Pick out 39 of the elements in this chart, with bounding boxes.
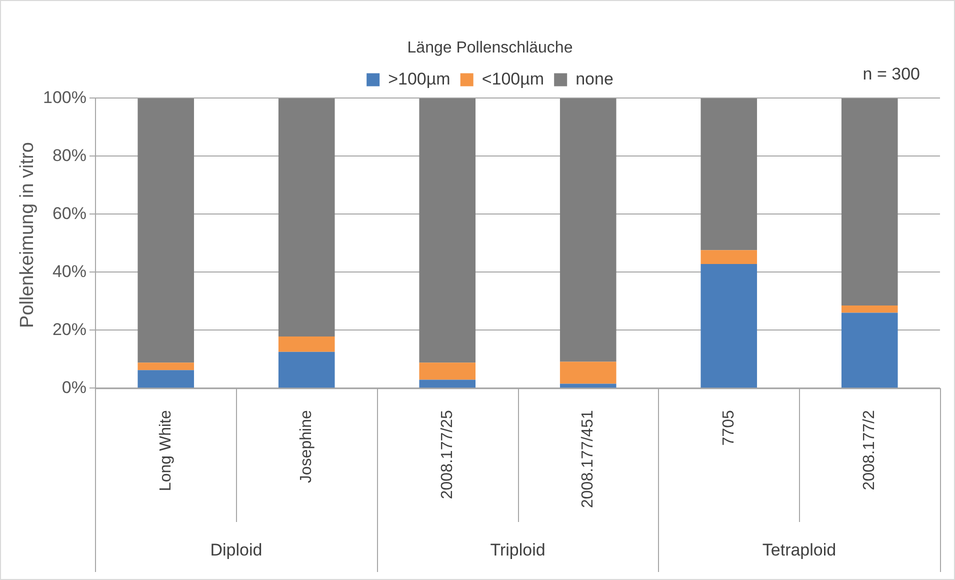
bar (138, 370, 194, 388)
y-tick-label: 100% (42, 88, 86, 107)
bar (841, 305, 898, 313)
x-tick-label: 2008.177/25 (438, 410, 456, 500)
y-tick-label: 80% (52, 146, 86, 165)
y-tick-label: 40% (52, 262, 86, 281)
y-tick-label: 60% (52, 204, 86, 223)
bar (560, 98, 616, 362)
y-tick-label: 0% (62, 378, 86, 397)
bar (841, 312, 898, 388)
bar (700, 98, 758, 250)
bar (700, 250, 758, 264)
x-tick-label: 7705 (720, 410, 738, 446)
legend-label: none (576, 69, 614, 88)
bar (278, 352, 335, 388)
bar (278, 336, 335, 352)
bar (278, 98, 335, 337)
bar (138, 362, 194, 370)
bar (841, 98, 898, 306)
legend-label: >100µm (388, 69, 450, 88)
x-tick-label: 2008.177/451 (580, 410, 597, 508)
bar (419, 380, 476, 388)
y-axis-title: Pollenkeimung in vitro (17, 142, 39, 328)
bar (138, 98, 194, 363)
legend-label: <100µm (482, 69, 544, 88)
bar (419, 362, 476, 380)
bar (560, 362, 616, 384)
x-tick-label: Josephine (298, 410, 316, 484)
y-tick-label: 20% (52, 320, 86, 339)
bar (419, 98, 476, 363)
x-tick-label: 2008.177/2 (861, 410, 878, 490)
text: n = 300 (862, 64, 920, 84)
bar (560, 384, 616, 388)
legend-title: Länge Pollenschläuche (407, 39, 573, 56)
text: Tetraploid (762, 540, 836, 560)
text: Triploid (490, 540, 546, 560)
x-tick-label: Long White (157, 410, 174, 492)
bar (700, 264, 758, 388)
text: Diploid (210, 540, 262, 560)
